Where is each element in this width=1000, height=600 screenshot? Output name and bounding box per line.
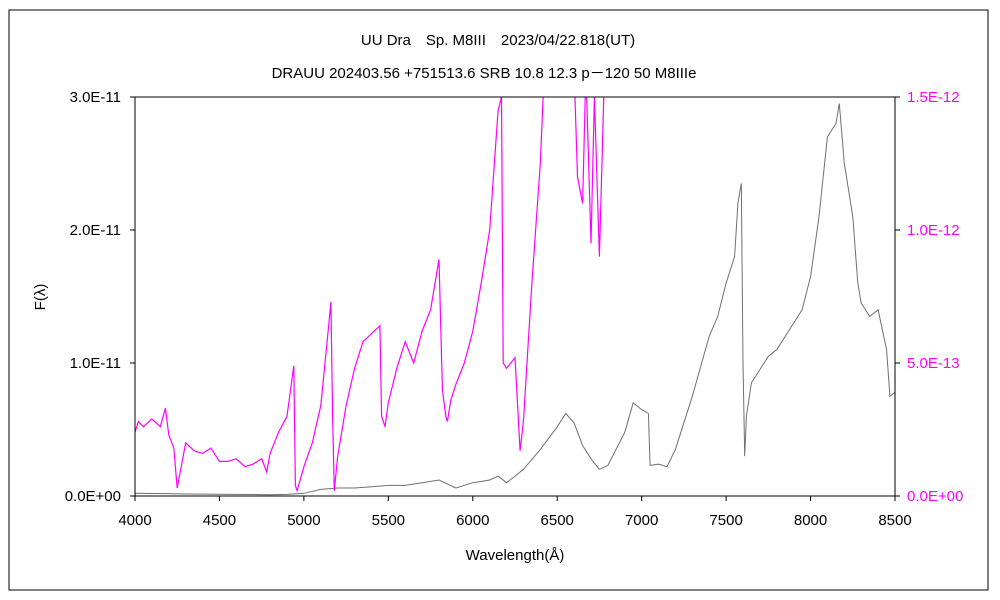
x-tick-label: 6500 <box>541 512 574 529</box>
x-tick-label: 6000 <box>456 512 489 529</box>
y2-tick-label: 1.0E-12 <box>907 222 960 239</box>
x-tick-label: 8000 <box>794 512 827 529</box>
plot-area-border <box>134 96 896 497</box>
y2-tick-label: 1.5E-12 <box>907 89 960 106</box>
axis-layer: 4000 4500 5000 5500 6000 6500 7000 7500 8000 8500… <box>65 89 964 529</box>
y2-tick-label: 5.0E-13 <box>907 355 960 372</box>
y-tick-label: 1.0E-11 <box>70 355 121 372</box>
x-tick-label: 5500 <box>372 512 405 529</box>
x-tick-label: 7500 <box>709 512 742 529</box>
y-axis-label: F(λ) <box>32 284 49 311</box>
chart-subtitle: DRAUU 202403.56 +751513.6 SRB 10.8 12.3 … <box>272 65 697 82</box>
series-line-right <box>135 97 605 493</box>
x-axis-label: Wavelength(Å) <box>466 547 565 564</box>
x-tick-label: 7000 <box>625 512 658 529</box>
y2-tick-label: 0.0E+00 <box>907 488 963 505</box>
x-tick-label: 4500 <box>203 512 236 529</box>
chart-title: UU Dra Sp. M8III 2023/04/22.818(UT) <box>361 32 635 49</box>
y-tick-label: 2.0E-11 <box>70 222 121 239</box>
y-tick-label: 3.0E-11 <box>70 89 121 106</box>
x-tick-label: 5000 <box>287 512 320 529</box>
x-tick-label: 8500 <box>878 512 911 529</box>
x-tick-label: 4000 <box>118 512 151 529</box>
series-line-left <box>135 103 895 496</box>
y-tick-label: 0.0E+00 <box>65 488 121 505</box>
series-layer <box>135 97 895 496</box>
